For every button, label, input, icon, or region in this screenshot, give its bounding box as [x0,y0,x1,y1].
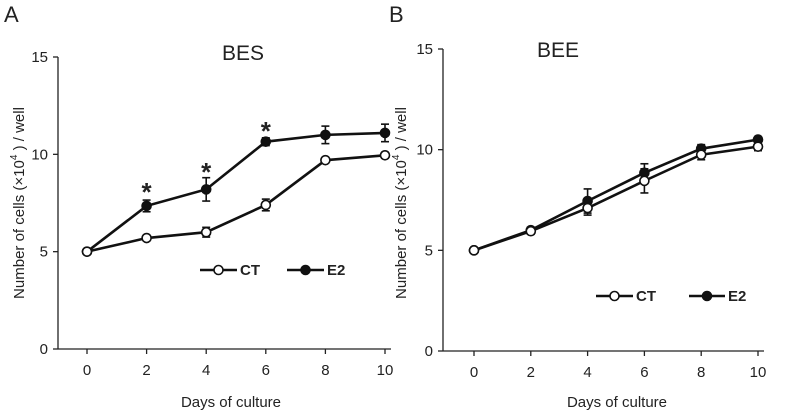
data-point-ct [582,202,593,214]
panel-label: B [389,2,404,27]
significance-star: * [261,116,272,146]
legend-marker-ct [609,290,620,302]
series-line-e2 [86,131,386,253]
chart-panel-b: B BEE 0 5 10 15 0 2 4 6 8 10 Days of culture Number o… [389,2,766,411]
chart-title: BEE [537,39,579,62]
legend-marker-ct [213,264,224,276]
legend-label-e2: E2 [728,288,746,305]
data-point-e2 [141,200,152,212]
chart-panel-a: A BES 0 5 10 15 0 2 4 6 8 10 Days of culture Number o… [4,2,393,411]
y-axis-title: Number of cells (×104 ) / well [9,107,28,299]
x-tick-label: 0 [470,364,478,381]
y-tick-label: 0 [40,341,48,358]
x-tick-label: 2 [527,364,535,381]
legend-marker-e2 [701,290,713,302]
x-tick-label: 6 [262,362,270,379]
data-point-e2 [320,129,331,141]
legend-marker-e2 [300,264,311,276]
data-point-e2 [379,127,391,139]
x-tick-label: 8 [321,362,329,379]
legend-label-ct: CT [636,288,656,305]
y-axis-title-prefix: Number of cells (×10 [11,160,28,299]
series-line-ct [86,154,386,253]
legend-label-ct: CT [240,262,260,279]
data-point-ct [468,245,480,256]
data-point-ct [81,246,93,257]
y-tick-label: 0 [425,343,433,360]
x-tick-label: 0 [83,362,91,379]
data-point-ct [320,154,331,166]
y-axis-title: Number of cells (×104 ) / well [391,107,410,299]
y-tick-label: 15 [416,41,433,58]
y-tick-label: 5 [40,244,48,261]
x-tick-label: 6 [640,364,648,381]
x-axis-title: Days of culture [567,394,667,411]
significance-star: * [201,157,212,187]
data-point-ct [752,141,764,152]
x-tick-label: 10 [750,364,767,381]
y-tick-label: 5 [425,242,433,259]
x-tick-label: 10 [377,362,394,379]
data-point-ct [695,149,707,160]
data-point-ct [379,150,391,161]
significance-star: * [142,177,153,207]
y-axis-title-exponent: 4 [9,154,20,160]
chart-title: BES [222,42,264,65]
y-tick-label: 10 [31,146,48,163]
legend-label-e2: E2 [327,262,345,279]
y-axis-title-exponent: 4 [391,154,402,160]
y-axis-title-suffix: ) / well [393,107,410,155]
data-point-ct [639,175,650,187]
data-point-e2 [200,184,212,195]
data-point-ct [260,199,272,211]
x-tick-label: 4 [202,362,210,379]
x-tick-label: 8 [697,364,705,381]
y-axis-title-suffix: ) / well [11,107,28,155]
series-line-ct [473,145,759,252]
data-point-ct [141,232,152,244]
legend: CT E2 [200,262,345,279]
x-axis-title: Days of culture [181,394,281,411]
legend: CT E2 [596,288,746,305]
x-tick-label: 2 [142,362,150,379]
data-point-e2 [260,136,272,147]
y-tick-label: 15 [31,49,48,66]
x-tick-label: 4 [583,364,591,381]
y-axis-title-prefix: Number of cells (×10 [393,160,410,299]
data-point-ct [525,225,537,237]
data-point-ct [200,226,212,238]
y-tick-label: 10 [416,142,433,159]
panel-label: A [4,2,19,27]
